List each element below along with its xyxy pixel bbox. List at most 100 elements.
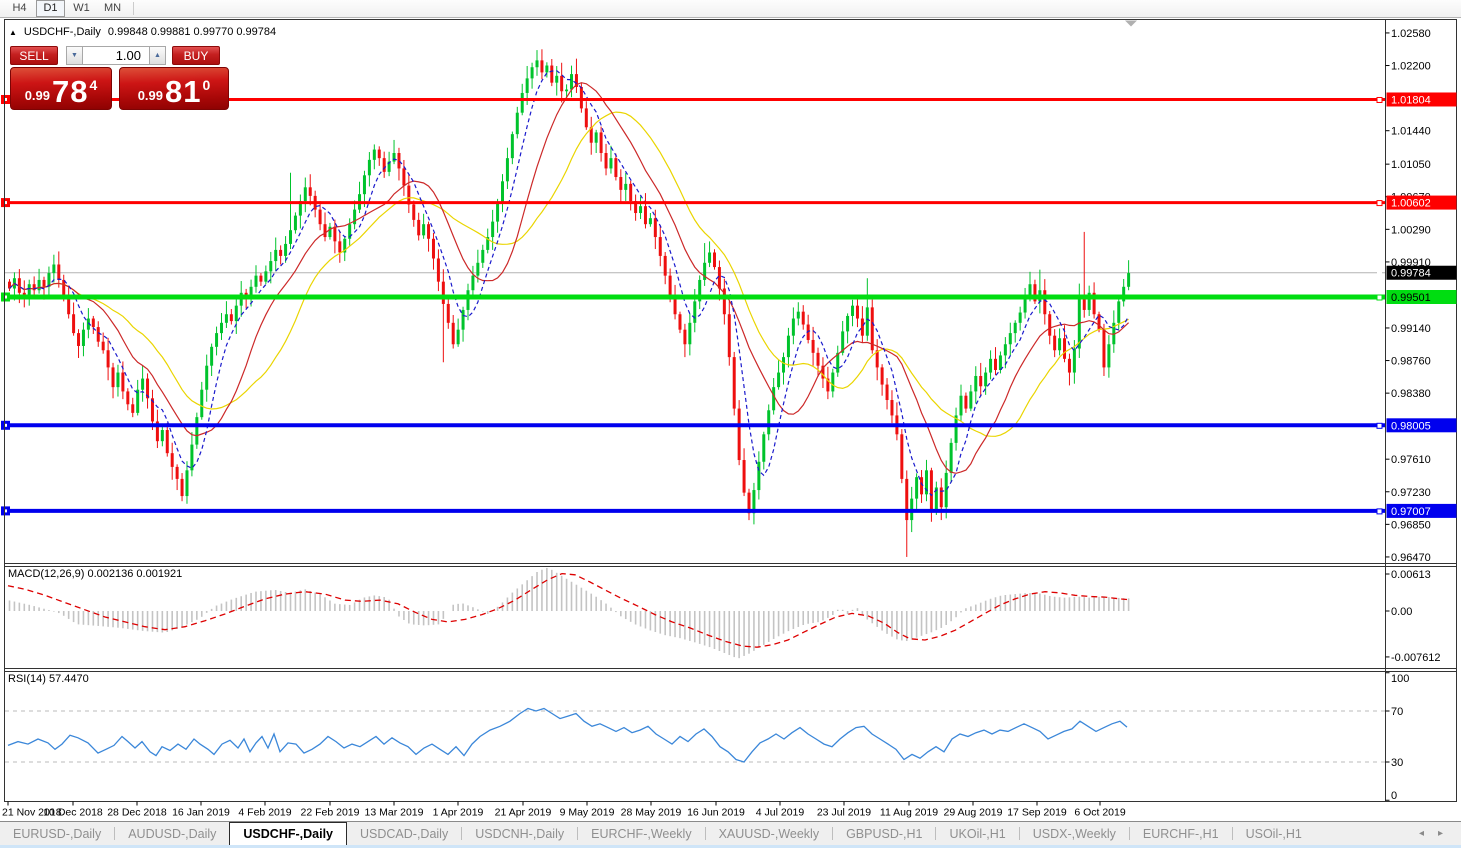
- macd-histogram: [8, 567, 1130, 659]
- tab-usdx-weekly[interactable]: USDX-,Weekly: [1032, 826, 1116, 841]
- svg-text:0: 0: [1391, 790, 1397, 802]
- chart-shift-marker-icon: [1125, 20, 1137, 27]
- horizontal-line-0.97007[interactable]: [1, 506, 1385, 516]
- svg-text:0.98005: 0.98005: [1391, 420, 1431, 432]
- price-badge-0.98005: 0.98005: [1376, 418, 1457, 433]
- price-axis-ticks: 1.025801.022001.014401.010501.006701.002…: [1385, 28, 1431, 564]
- svg-text:0.00613: 0.00613: [1391, 569, 1431, 581]
- svg-text:16 Jun 2019: 16 Jun 2019: [687, 807, 745, 819]
- timeframe-toolbar: H4 D1 W1 MN: [0, 0, 1461, 18]
- svg-text:22 Feb 2019: 22 Feb 2019: [301, 807, 360, 819]
- tab-separator: [577, 827, 579, 840]
- svg-text:1 Apr 2019: 1 Apr 2019: [433, 807, 484, 819]
- collapse-panel-icon[interactable]: ▲: [9, 27, 17, 37]
- sell-price-sup: 4: [89, 77, 98, 93]
- horizontal-line-0.99501[interactable]: [1, 292, 1385, 302]
- macd-signal-line: [7, 572, 1128, 648]
- tab-usdchf-daily[interactable]: USDCHF-,Daily: [229, 822, 347, 845]
- tab-ukoil-h1[interactable]: UKOil-,H1: [949, 826, 1006, 841]
- chart-symbol-label: USDCHF-,Daily: [23, 26, 101, 38]
- buy-button[interactable]: BUY: [172, 45, 220, 65]
- price-badge-1.01804: 1.01804: [1376, 92, 1457, 107]
- tab-eurusd-daily[interactable]: EURUSD-,Daily: [13, 826, 102, 841]
- svg-text:70: 70: [1391, 706, 1403, 718]
- tab-separator: [832, 827, 834, 840]
- tab-separator: [114, 827, 116, 840]
- svg-text:9 May 2019: 9 May 2019: [560, 807, 615, 819]
- svg-text:23 Jul 2019: 23 Jul 2019: [817, 807, 871, 819]
- tab-usdcnh-daily[interactable]: USDCNH-,Daily: [475, 826, 565, 841]
- mid-ma-line: [9, 82, 1130, 474]
- svg-text:0.97230: 0.97230: [1391, 487, 1431, 499]
- toolbar-separator: [133, 2, 134, 15]
- timeframe-button-d1[interactable]: D1: [36, 0, 65, 17]
- svg-text:1.01440: 1.01440: [1391, 126, 1431, 138]
- horizontal-line-1.00602[interactable]: [1, 198, 1385, 208]
- tab-scroll-right-icon[interactable]: ▸: [1437, 828, 1443, 839]
- svg-text:13 Mar 2019: 13 Mar 2019: [365, 807, 424, 819]
- chart-window-frame: [4, 19, 1457, 802]
- svg-text:11 Aug 2019: 11 Aug 2019: [880, 807, 938, 819]
- tab-eurchf-weekly[interactable]: EURCHF-,Weekly: [591, 826, 692, 841]
- svg-text:0.98760: 0.98760: [1391, 356, 1431, 368]
- svg-text:0.97007: 0.97007: [1391, 506, 1431, 518]
- volume-increase-button[interactable]: ▲: [149, 45, 166, 65]
- tab-eurchf-h1[interactable]: EURCHF-,H1: [1142, 826, 1219, 841]
- horizontal-line-0.98005[interactable]: [1, 420, 1385, 430]
- svg-text:29 Aug 2019: 29 Aug 2019: [944, 807, 1003, 819]
- timeframe-button-h4[interactable]: H4: [12, 2, 27, 14]
- svg-text:-0.007612: -0.007612: [1391, 652, 1441, 664]
- one-click-trading-panel: SELL ▼ 1.00 ▲ BUY 0.99 78 4 0.99 81 0: [10, 45, 230, 110]
- rsi-axis-ticks: 100 70 30 0: [1385, 672, 1409, 802]
- svg-text:0.99140: 0.99140: [1391, 323, 1431, 335]
- svg-text:100: 100: [1391, 673, 1409, 685]
- tab-separator: [1128, 827, 1130, 840]
- fast-ma-line: [9, 70, 1130, 497]
- timeframe-button-w1[interactable]: W1: [73, 2, 90, 14]
- timeframe-button-mn[interactable]: MN: [103, 2, 122, 14]
- sell-price-tile[interactable]: 0.99 78 4: [10, 67, 112, 110]
- svg-text:16 Jan 2019: 16 Jan 2019: [172, 807, 230, 819]
- tab-separator: [461, 827, 463, 840]
- chart-tab-bar: EURUSD-,Daily AUDUSD-,Daily USDCHF-,Daily U…: [0, 821, 1461, 845]
- svg-text:0.97610: 0.97610: [1391, 454, 1431, 466]
- chart-ohlc-values: 0.99848 0.99881 0.99770 0.99784: [107, 26, 277, 38]
- svg-text:0.99501: 0.99501: [1391, 292, 1431, 304]
- sell-button[interactable]: SELL: [10, 45, 58, 65]
- volume-decrease-button[interactable]: ▼: [66, 45, 83, 65]
- horizontal-line-1.01804[interactable]: [1, 94, 1385, 104]
- volume-input[interactable]: 1.00: [83, 45, 149, 65]
- candlesticks: [8, 49, 1131, 557]
- svg-text:1.00602: 1.00602: [1391, 198, 1431, 210]
- svg-text:28 Dec 2018: 28 Dec 2018: [107, 807, 167, 819]
- svg-text:1.01050: 1.01050: [1391, 159, 1431, 171]
- svg-text:17 Sep 2019: 17 Sep 2019: [1007, 807, 1067, 819]
- slow-ma-line: [9, 111, 1129, 437]
- tab-separator: [704, 827, 706, 840]
- svg-text:1.02580: 1.02580: [1391, 28, 1431, 40]
- sell-price-small: 0.99: [24, 88, 51, 103]
- svg-text:4 Jul 2019: 4 Jul 2019: [756, 807, 805, 819]
- tab-xauusd-weekly[interactable]: XAUUSD-,Weekly: [718, 826, 820, 841]
- svg-text:21 Nov 2018: 21 Nov 2018: [2, 807, 62, 819]
- tab-audusd-daily[interactable]: AUDUSD-,Daily: [128, 826, 217, 841]
- buy-price-tile[interactable]: 0.99 81 0: [119, 67, 229, 110]
- tab-usoil-h1[interactable]: USOil-,H1: [1245, 826, 1302, 841]
- price-badge-0.99784: 0.99784: [1377, 265, 1457, 280]
- buy-price-big: 81: [165, 74, 202, 109]
- tab-separator: [935, 827, 937, 840]
- price-badge-0.99501: 0.99501: [1376, 290, 1457, 304]
- tab-scroll-left-icon[interactable]: ◂: [1418, 828, 1424, 839]
- rsi-line: [7, 707, 1128, 763]
- macd-axis-ticks: 0.00613 0.00 -0.007612: [1385, 569, 1441, 664]
- svg-text:1.00290: 1.00290: [1391, 224, 1431, 236]
- tab-usdcad-daily[interactable]: USDCAD-,Daily: [360, 826, 449, 841]
- chart-title: ▲ USDCHF-,Daily 0.99848 0.99881 0.99770 …: [9, 26, 276, 38]
- svg-text:21 Apr 2019: 21 Apr 2019: [495, 807, 552, 819]
- svg-text:0.96470: 0.96470: [1391, 552, 1431, 564]
- price-badge-1.00602: 1.00602: [1376, 195, 1457, 210]
- svg-text:10 Dec 2018: 10 Dec 2018: [43, 807, 103, 819]
- svg-text:1.01804: 1.01804: [1391, 94, 1431, 106]
- tab-gbpusd-h1[interactable]: GBPUSD-,H1: [846, 826, 923, 841]
